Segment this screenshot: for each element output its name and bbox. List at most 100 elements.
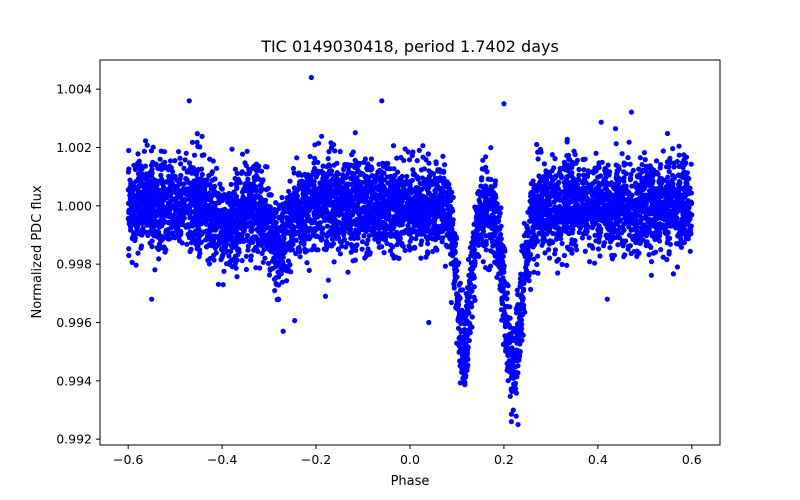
data-point: [418, 255, 424, 261]
data-point: [437, 167, 443, 173]
data-point: [500, 275, 506, 281]
data-point: [579, 235, 586, 241]
data-point: [439, 239, 445, 245]
data-point: [534, 261, 540, 268]
data-point: [467, 281, 473, 287]
data-point: [606, 233, 612, 239]
data-point: [284, 195, 290, 201]
data-point: [271, 276, 278, 282]
data-point: [575, 176, 582, 182]
data-point: [163, 229, 169, 235]
data-point: [125, 215, 131, 221]
data-point: [422, 194, 429, 200]
data-point: [673, 201, 679, 208]
data-point: [275, 250, 281, 256]
data-point: [552, 251, 558, 257]
data-point: [566, 246, 572, 252]
data-point: [158, 172, 164, 178]
data-point: [401, 229, 407, 235]
data-point: [686, 176, 692, 182]
data-point: [434, 207, 440, 213]
data-point: [688, 161, 694, 167]
data-point: [442, 263, 448, 269]
data-point: [518, 282, 525, 288]
data-point: [614, 221, 620, 227]
data-point: [176, 149, 182, 155]
data-point: [379, 169, 385, 175]
data-point: [199, 133, 205, 139]
data-point: [170, 214, 176, 221]
data-point: [525, 229, 532, 235]
data-point: [430, 248, 436, 255]
data-point: [161, 149, 168, 155]
data-point: [316, 140, 322, 146]
data-point: [368, 156, 374, 162]
data-point: [319, 133, 325, 139]
data-point: [272, 259, 278, 265]
data-point: [665, 174, 671, 180]
data-point: [648, 272, 655, 278]
data-point: [279, 279, 285, 285]
data-point: [421, 166, 427, 172]
data-point: [636, 250, 642, 256]
data-point: [418, 241, 424, 247]
data-point: [140, 171, 146, 177]
data-point: [167, 158, 174, 164]
data-point: [688, 190, 695, 196]
data-point: [239, 258, 245, 264]
data-point: [150, 224, 156, 230]
data-point: [362, 156, 368, 162]
data-point: [192, 210, 198, 216]
data-point: [539, 242, 545, 248]
data-point: [352, 130, 358, 136]
data-point: [413, 236, 419, 242]
data-point: [551, 199, 557, 205]
data-point: [152, 267, 158, 273]
chart-title: TIC 0149030418, period 1.7402 days: [260, 37, 559, 56]
data-point: [564, 139, 570, 145]
data-point: [248, 253, 254, 259]
data-point: [582, 248, 588, 254]
data-point: [259, 250, 265, 256]
data-point: [480, 157, 486, 163]
data-point: [235, 221, 242, 227]
data-point: [674, 264, 681, 270]
data-point: [613, 141, 619, 147]
data-point: [243, 253, 249, 259]
data-point: [513, 306, 519, 312]
data-point: [228, 181, 234, 187]
data-point: [384, 216, 390, 222]
data-point: [127, 177, 133, 183]
data-point: [623, 183, 629, 189]
data-point: [670, 146, 676, 152]
data-point: [248, 228, 254, 234]
data-point: [583, 224, 590, 230]
data-point: [432, 217, 438, 223]
data-point: [462, 342, 468, 348]
data-point: [606, 225, 613, 231]
data-point: [264, 164, 270, 170]
data-point: [195, 166, 201, 173]
data-point: [398, 154, 404, 161]
data-point: [396, 255, 402, 261]
data-point: [425, 151, 431, 157]
data-point: [186, 180, 192, 186]
data-point: [299, 172, 305, 178]
data-point: [202, 214, 208, 220]
data-point: [373, 172, 379, 179]
data-point: [397, 235, 403, 241]
data-point: [586, 235, 592, 241]
data-point: [559, 240, 565, 247]
data-point: [245, 176, 251, 182]
data-point: [676, 241, 683, 247]
data-point: [458, 347, 464, 353]
data-point: [586, 203, 592, 210]
data-point: [301, 235, 307, 241]
data-point: [442, 162, 448, 168]
data-point: [348, 249, 354, 255]
data-point: [224, 192, 230, 198]
data-point: [573, 197, 580, 203]
data-point: [552, 247, 559, 253]
data-point: [552, 156, 558, 162]
data-point: [488, 263, 494, 269]
